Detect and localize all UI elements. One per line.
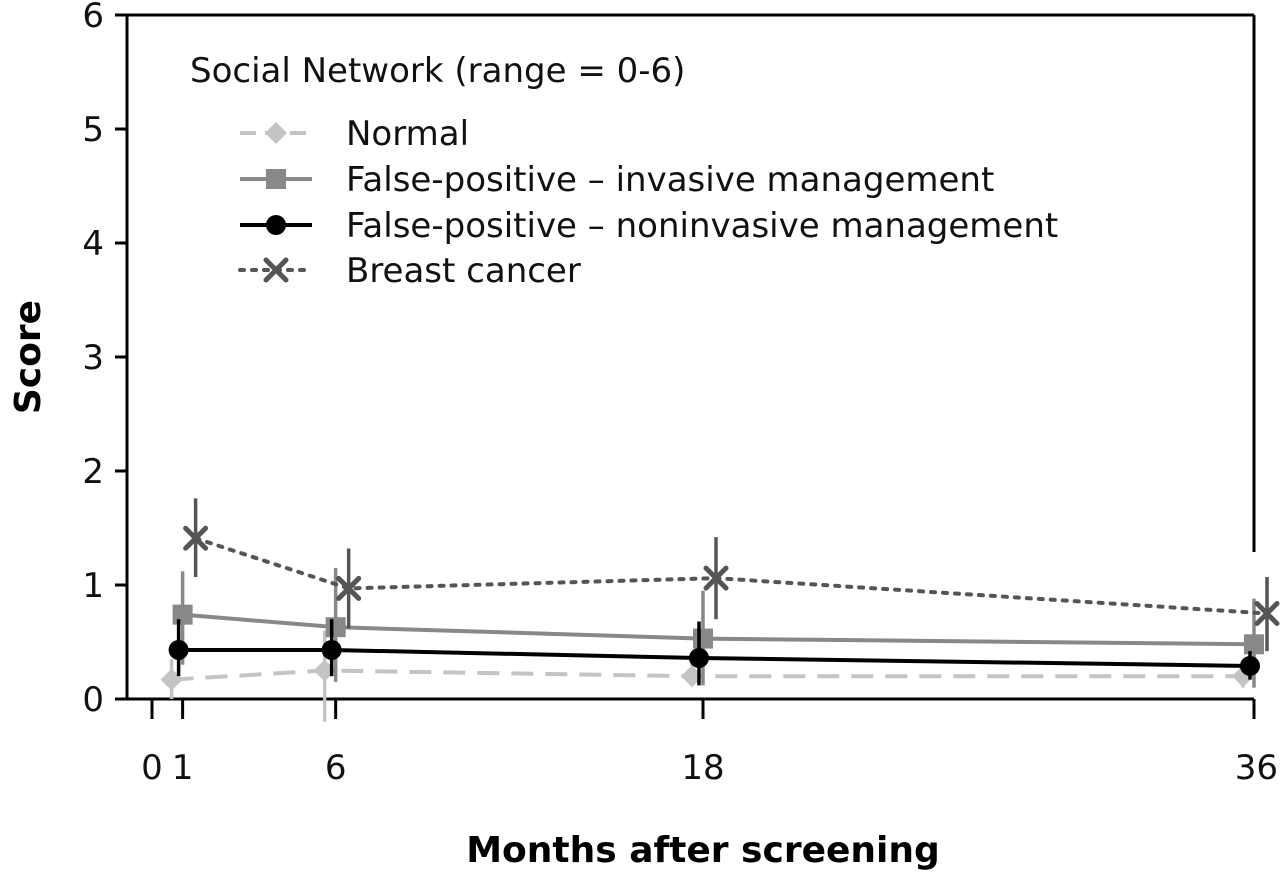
x-tick-label: 0 [141, 748, 163, 788]
legend-marker [263, 257, 289, 283]
legend-marker [266, 169, 286, 189]
series-line [182, 612, 1255, 647]
x-marker-stroke [183, 525, 209, 551]
series-3 [183, 498, 1280, 652]
y-axis: 0 1 2 3 4 5 6 [82, 0, 127, 720]
data-point [336, 575, 362, 601]
data-point [183, 525, 209, 551]
series-line [193, 536, 1269, 616]
y-tick-label: 2 [82, 452, 104, 492]
chart-annotation: Social Network (range = 0-6) [190, 51, 685, 91]
legend-label: Breast cancer [346, 251, 581, 291]
legend-marker [265, 122, 287, 144]
y-axis-title: Score [8, 300, 49, 414]
legend-label: False-positive – invasive management [346, 160, 994, 200]
y-tick-label: 6 [82, 0, 104, 36]
data-point [172, 604, 193, 625]
y-tick-label: 1 [82, 566, 104, 606]
series-line [171, 668, 1243, 682]
data-point [1240, 655, 1260, 676]
series-line [178, 647, 1251, 668]
data-point [1254, 601, 1280, 626]
legend-label: False-positive – noninvasive management [346, 206, 1058, 246]
data-point [703, 565, 729, 591]
data-point [325, 617, 346, 638]
data-point [168, 639, 189, 660]
data-point [321, 639, 342, 660]
x-tick-label: 1 [172, 748, 194, 788]
y-tick-label: 0 [82, 680, 104, 720]
legend: Social Network (range = 0-6) Normal False… [190, 51, 1058, 291]
legend-label: Normal [346, 114, 469, 154]
x-axis: 0 1 6 18 36 [141, 699, 1278, 788]
data-point [689, 647, 709, 668]
series-layer [160, 498, 1280, 722]
y-tick-label: 3 [82, 338, 104, 378]
data-point [1244, 634, 1264, 655]
y-tick-label: 4 [82, 224, 104, 264]
x-marker-stroke [1254, 601, 1280, 626]
x-tick-label: 6 [325, 748, 347, 788]
x-marker-stroke [336, 575, 362, 601]
y-tick-label: 5 [82, 110, 104, 150]
x-marker-stroke [263, 257, 289, 283]
x-tick-label: 18 [681, 748, 724, 788]
x-tick-label: 36 [1235, 748, 1278, 788]
series-2 [168, 619, 1260, 686]
series-1 [172, 567, 1264, 688]
data-point [693, 628, 713, 649]
x-axis-title: Months after screening [466, 830, 940, 871]
legend-marker [266, 215, 286, 235]
x-marker-stroke [703, 565, 729, 591]
plot-frame [125, 13, 1256, 701]
